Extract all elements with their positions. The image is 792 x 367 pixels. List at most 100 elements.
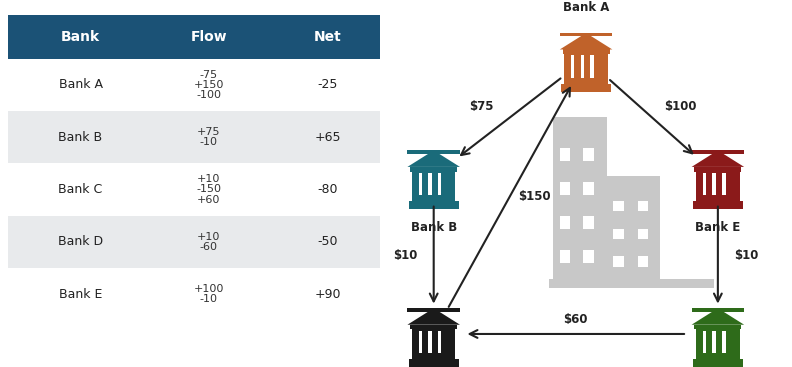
FancyBboxPatch shape (693, 359, 743, 367)
FancyBboxPatch shape (695, 167, 741, 171)
Text: Bank B: Bank B (410, 221, 457, 234)
FancyBboxPatch shape (419, 331, 422, 353)
FancyBboxPatch shape (638, 256, 649, 266)
FancyBboxPatch shape (703, 331, 706, 353)
FancyBboxPatch shape (722, 173, 725, 195)
FancyBboxPatch shape (607, 176, 661, 279)
FancyBboxPatch shape (696, 197, 740, 201)
FancyBboxPatch shape (722, 331, 725, 353)
FancyBboxPatch shape (713, 173, 716, 195)
Text: $10: $10 (393, 248, 417, 262)
FancyBboxPatch shape (560, 216, 570, 229)
Text: Bank E: Bank E (59, 288, 102, 301)
Text: +150: +150 (194, 80, 224, 90)
Text: -150: -150 (196, 184, 222, 195)
FancyBboxPatch shape (553, 117, 607, 279)
FancyBboxPatch shape (583, 148, 594, 161)
Text: $75: $75 (469, 100, 493, 113)
FancyBboxPatch shape (696, 329, 740, 355)
FancyBboxPatch shape (638, 229, 649, 239)
FancyBboxPatch shape (412, 329, 455, 355)
FancyBboxPatch shape (438, 331, 441, 353)
Text: Bank E: Bank E (695, 221, 741, 234)
FancyBboxPatch shape (560, 182, 570, 195)
Polygon shape (691, 308, 744, 325)
Text: Net: Net (314, 30, 342, 44)
Polygon shape (691, 150, 744, 167)
FancyBboxPatch shape (8, 268, 380, 320)
FancyBboxPatch shape (412, 355, 455, 359)
FancyBboxPatch shape (412, 197, 455, 201)
FancyBboxPatch shape (409, 359, 459, 367)
FancyBboxPatch shape (571, 55, 574, 78)
FancyBboxPatch shape (428, 173, 432, 195)
Text: -80: -80 (318, 183, 338, 196)
FancyBboxPatch shape (691, 308, 744, 312)
FancyBboxPatch shape (565, 79, 607, 84)
FancyBboxPatch shape (696, 171, 740, 197)
FancyBboxPatch shape (419, 173, 422, 195)
FancyBboxPatch shape (8, 163, 380, 215)
FancyBboxPatch shape (691, 150, 744, 154)
Text: $10: $10 (734, 248, 759, 262)
Text: +10: +10 (197, 232, 221, 242)
Text: Bank A: Bank A (59, 78, 102, 91)
FancyBboxPatch shape (565, 54, 607, 79)
Text: Bank D: Bank D (58, 235, 103, 248)
FancyBboxPatch shape (560, 33, 612, 36)
FancyBboxPatch shape (410, 325, 457, 329)
FancyBboxPatch shape (562, 50, 610, 54)
Text: -75: -75 (200, 70, 218, 80)
Text: Bank: Bank (61, 30, 100, 44)
Text: $60: $60 (564, 313, 588, 326)
FancyBboxPatch shape (560, 148, 570, 161)
FancyBboxPatch shape (581, 55, 584, 78)
Text: Bank C: Bank C (59, 183, 103, 196)
FancyBboxPatch shape (703, 173, 706, 195)
Text: Bank B: Bank B (59, 131, 103, 143)
FancyBboxPatch shape (613, 256, 624, 266)
FancyBboxPatch shape (713, 331, 716, 353)
FancyBboxPatch shape (412, 171, 455, 197)
FancyBboxPatch shape (693, 201, 743, 209)
Text: -10: -10 (200, 294, 218, 304)
Polygon shape (407, 308, 460, 325)
Text: -50: -50 (318, 235, 338, 248)
FancyBboxPatch shape (8, 111, 380, 163)
Text: +10: +10 (197, 174, 221, 184)
FancyBboxPatch shape (8, 59, 380, 111)
Text: -25: -25 (318, 78, 338, 91)
Text: +90: +90 (314, 288, 341, 301)
FancyBboxPatch shape (8, 215, 380, 268)
FancyBboxPatch shape (438, 173, 441, 195)
FancyBboxPatch shape (407, 150, 460, 154)
FancyBboxPatch shape (562, 84, 611, 92)
FancyBboxPatch shape (613, 229, 624, 239)
FancyBboxPatch shape (428, 331, 432, 353)
Text: +75: +75 (197, 127, 221, 137)
Text: $150: $150 (518, 190, 551, 203)
FancyBboxPatch shape (590, 55, 594, 78)
FancyBboxPatch shape (638, 201, 649, 211)
Polygon shape (407, 150, 460, 167)
FancyBboxPatch shape (695, 325, 741, 329)
Polygon shape (560, 33, 612, 50)
FancyBboxPatch shape (407, 308, 460, 312)
Text: +65: +65 (314, 131, 341, 143)
FancyBboxPatch shape (583, 182, 594, 195)
Text: -100: -100 (196, 90, 222, 100)
FancyBboxPatch shape (409, 201, 459, 209)
Text: Flow: Flow (191, 30, 227, 44)
FancyBboxPatch shape (613, 201, 624, 211)
FancyBboxPatch shape (560, 250, 570, 263)
FancyBboxPatch shape (696, 355, 740, 359)
Text: -10: -10 (200, 137, 218, 147)
FancyBboxPatch shape (549, 279, 714, 288)
FancyBboxPatch shape (8, 15, 380, 59)
FancyBboxPatch shape (583, 250, 594, 263)
Text: +60: +60 (197, 195, 221, 204)
Text: +100: +100 (194, 284, 224, 294)
FancyBboxPatch shape (583, 216, 594, 229)
Text: Bank A: Bank A (563, 1, 609, 14)
Text: $100: $100 (664, 100, 697, 113)
